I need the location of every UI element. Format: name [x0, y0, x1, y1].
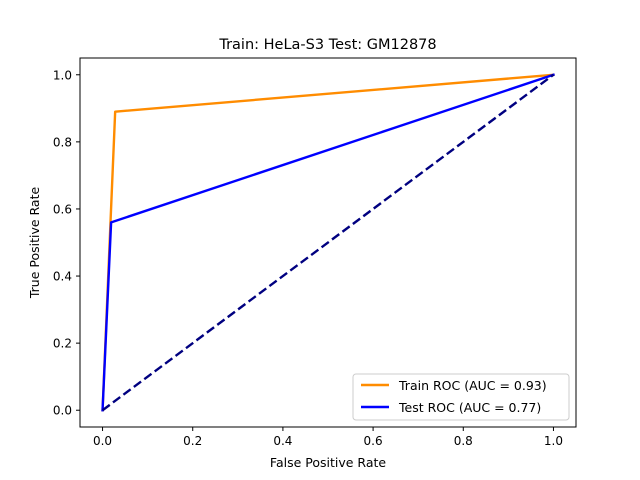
y-tick-label: 0.6	[53, 202, 72, 216]
y-tick-label: 0.2	[53, 337, 72, 351]
legend-label-train: Train ROC (AUC = 0.93)	[398, 378, 547, 393]
y-tick-label: 1.0	[53, 68, 72, 82]
plot-frame	[79, 57, 577, 428]
y-axis-label: True Positive Rate	[27, 187, 42, 300]
y-tick-label: 0.0	[53, 404, 72, 418]
x-tick-label: 1.0	[544, 434, 563, 448]
x-tick-label: 0.0	[93, 434, 112, 448]
x-tick-label: 0.8	[454, 434, 473, 448]
y-tick-label: 0.8	[53, 135, 72, 149]
y-tick-label: 0.4	[53, 270, 72, 284]
series-line-1	[101, 73, 555, 412]
x-tick-label: 0.6	[364, 434, 383, 448]
legend: Train ROC (AUC = 0.93) Test ROC (AUC = 0…	[352, 373, 570, 421]
chart-title: Train: HeLa-S3 Test: GM12878	[218, 37, 436, 53]
legend-box	[352, 373, 570, 421]
x-axis-label: False Positive Rate	[270, 455, 386, 470]
legend-label-test: Test ROC (AUC = 0.77)	[398, 400, 541, 415]
x-tick-label: 0.2	[183, 434, 202, 448]
x-tick-label: 0.4	[273, 434, 292, 448]
chance-diagonal-line	[101, 73, 555, 412]
